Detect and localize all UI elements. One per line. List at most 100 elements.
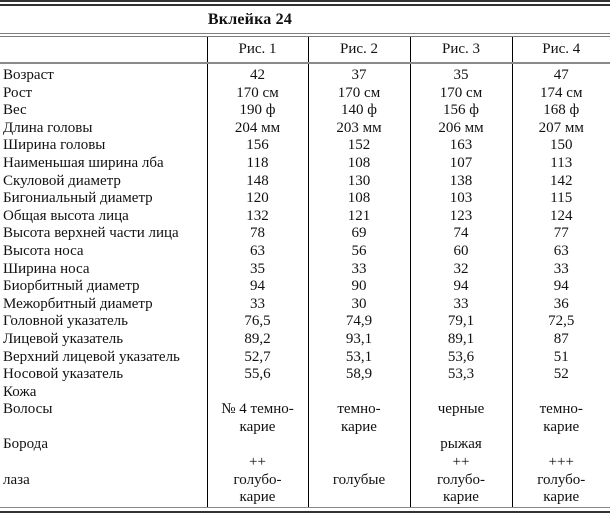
cell-value: 42 (207, 63, 309, 85)
table-row: Скуловой диаметр 148 130 138 142 (0, 172, 610, 191)
header-spacer (0, 37, 208, 64)
cell-value: темно- карие (539, 401, 583, 435)
row-label: Межорбитный диаметр (0, 295, 208, 314)
row-label: Ширина головы (0, 137, 208, 155)
row-label: Лицевой указатель (0, 330, 208, 349)
cell-value: 89,2 (207, 330, 309, 349)
cell-value: 94 (207, 278, 309, 296)
cell-value: № 4 темно- карие (207, 401, 309, 437)
cell-value: 124 (550, 207, 573, 224)
cell-value: 72,5 (548, 313, 575, 330)
cell-value: 35 (207, 260, 309, 279)
cell-value: 37 (308, 63, 411, 85)
cell-value: 36 (553, 295, 569, 312)
cell-value: 118 (207, 154, 309, 173)
cell-value: черные (410, 401, 513, 437)
cell-value: 33 (308, 260, 411, 279)
cell-value: 108 (308, 190, 411, 208)
table-row: Высота носа 63 56 60 63 (0, 242, 610, 261)
measurements-table: Рис. 1 Рис. 2 Рис. 3 Рис. 4 Возраст 42 37 3… (0, 37, 610, 507)
row-label: Общая высота лица (0, 207, 208, 226)
table-row: Вес 190 ф 140 ф 156 ф 168 ф (0, 102, 610, 120)
cell-value: 170 см (308, 84, 411, 103)
cell-value: 79,1 (410, 313, 513, 331)
table-row: Биорбитный диаметр 94 90 94 94 (0, 278, 610, 296)
table-row: Носовой указатель 55,6 58,9 53,3 52 (0, 366, 610, 384)
cell-value: 207 мм (538, 119, 584, 136)
header-row: Рис. 1 Рис. 2 Рис. 3 Рис. 4 (0, 37, 610, 64)
row-label: Возраст (0, 63, 208, 85)
table-row: Ширина носа 35 33 32 33 (0, 260, 610, 279)
cell-value: 69 (308, 225, 411, 243)
row-label: Рост (0, 84, 208, 103)
cell-value: 76,5 (207, 313, 309, 331)
cell-value: 204 мм (207, 119, 309, 138)
cell-value (207, 436, 309, 455)
cell-value: 89,1 (410, 330, 513, 349)
cell-value: 163 (410, 137, 513, 155)
table-body: Возраст 42 37 35 47 Рост 170 см 170 см 170 см 174… (0, 63, 610, 507)
table-row: Лицевой указатель 89,2 93,1 89,1 87 (0, 330, 610, 349)
cell-value: 78 (207, 225, 309, 243)
table-header: Рис. 1 Рис. 2 Рис. 3 Рис. 4 (0, 37, 610, 64)
row-label: Кожа (0, 383, 208, 402)
column-header-fig2: Рис. 2 (308, 37, 411, 64)
table-row: Головной указатель 76,5 74,9 79,1 72,5 (0, 313, 610, 331)
cell-value: 60 (410, 242, 513, 261)
cell-value: 121 (308, 207, 411, 226)
cell-value: 168 ф (543, 102, 580, 119)
cell-value: голубые (308, 471, 411, 507)
row-label: Скуловой диаметр (0, 172, 208, 191)
cell-value: 170 см (207, 84, 309, 103)
cell-value: 53,6 (410, 348, 513, 367)
row-label: Высота верхней части лица (0, 225, 208, 243)
cell-value: 55,6 (207, 366, 309, 384)
cell-value: 152 (308, 137, 411, 155)
cell-value (207, 383, 309, 402)
cell-value: 94 (553, 278, 569, 295)
cell-value (308, 383, 411, 402)
cell-value: 53,1 (308, 348, 411, 367)
row-label: лаза (0, 471, 208, 507)
page-title: Вклейка 24 (0, 6, 610, 37)
row-label: Носовой указатель (0, 366, 208, 384)
cell-value (512, 436, 610, 454)
cell-value: рыжая (410, 436, 513, 455)
cell-value: 33 (410, 295, 513, 314)
top-double-rule (0, 0, 610, 6)
cell-value: 174 см (540, 84, 583, 101)
table-row: Бигониальный диаметр 120 108 103 115 (0, 190, 610, 208)
cell-value: 63 (553, 242, 569, 259)
cell-value: голубо- карие (410, 471, 513, 507)
cell-value: 32 (410, 260, 513, 279)
cell-value: 206 мм (410, 119, 513, 138)
table-row: ++ ++ +++ (0, 454, 610, 472)
row-label: Верхний лицевой указатель (0, 348, 208, 367)
cell-value: 56 (308, 242, 411, 261)
table-row: лаза голубо- карие голубые голубо- карие гол… (0, 471, 610, 507)
cell-value: 74 (410, 225, 513, 243)
cell-value: 33 (207, 295, 309, 314)
cell-value (512, 384, 610, 402)
table-row: Общая высота лица 132 121 123 124 (0, 207, 610, 226)
cell-value: 63 (207, 242, 309, 261)
cell-value: 47 (553, 67, 569, 83)
row-label: Волосы (0, 401, 208, 437)
table-row: Борода рыжая (0, 436, 610, 455)
row-label (0, 454, 208, 472)
cell-value: 35 (410, 63, 513, 85)
cell-value: 108 (308, 154, 411, 173)
cell-value: 130 (308, 172, 411, 191)
cell-value (410, 383, 513, 402)
cell-value: 30 (308, 295, 411, 314)
column-header-fig3: Рис. 3 (410, 37, 513, 64)
cell-value: 33 (553, 260, 569, 277)
row-label: Длина головы (0, 119, 208, 138)
cell-value: 190 ф (207, 102, 309, 120)
table-row: Межорбитный диаметр 33 30 33 36 (0, 295, 610, 314)
cell-value: 120 (207, 190, 309, 208)
cell-value: 103 (410, 190, 513, 208)
cell-value: 148 (207, 172, 309, 191)
row-label: Борода (0, 436, 208, 455)
